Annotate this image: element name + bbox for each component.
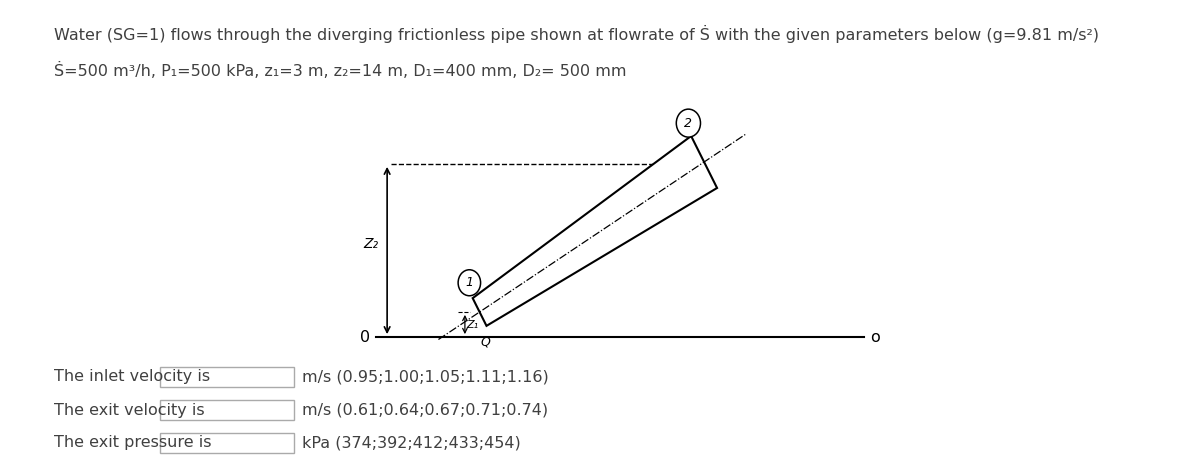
- Text: 0: 0: [360, 330, 370, 345]
- Text: The exit pressure is: The exit pressure is: [54, 436, 211, 451]
- Text: 1: 1: [466, 276, 473, 289]
- Text: m/s (0.95;1.00;1.05;1.11;1.16): m/s (0.95;1.00;1.05;1.11;1.16): [302, 369, 550, 384]
- Text: m/s (0.61;0.64;0.67;0.71;0.74): m/s (0.61;0.64;0.67;0.71;0.74): [302, 403, 548, 417]
- Bar: [160, 433, 294, 453]
- Text: The inlet velocity is: The inlet velocity is: [54, 369, 210, 384]
- Text: kPa (374;392;412;433;454): kPa (374;392;412;433;454): [302, 436, 521, 451]
- Text: Z₁: Z₁: [467, 319, 479, 330]
- Text: Q: Q: [480, 336, 491, 349]
- Text: Z₂: Z₂: [364, 238, 378, 252]
- Circle shape: [677, 109, 701, 137]
- Text: 2: 2: [684, 117, 692, 130]
- Polygon shape: [473, 136, 718, 326]
- Text: The exit velocity is: The exit velocity is: [54, 403, 204, 417]
- Text: o: o: [870, 330, 880, 345]
- Bar: [160, 400, 294, 420]
- Text: Ṡ=500 m³/h, P₁=500 kPa, z₁=3 m, z₂=14 m, D₁=400 mm, D₂= 500 mm: Ṡ=500 m³/h, P₁=500 kPa, z₁=3 m, z₂=14 m,…: [54, 62, 626, 79]
- Text: Water (SG=1) flows through the diverging frictionless pipe shown at flowrate of : Water (SG=1) flows through the diverging…: [54, 25, 1098, 43]
- Circle shape: [458, 270, 480, 296]
- Bar: [160, 367, 294, 387]
